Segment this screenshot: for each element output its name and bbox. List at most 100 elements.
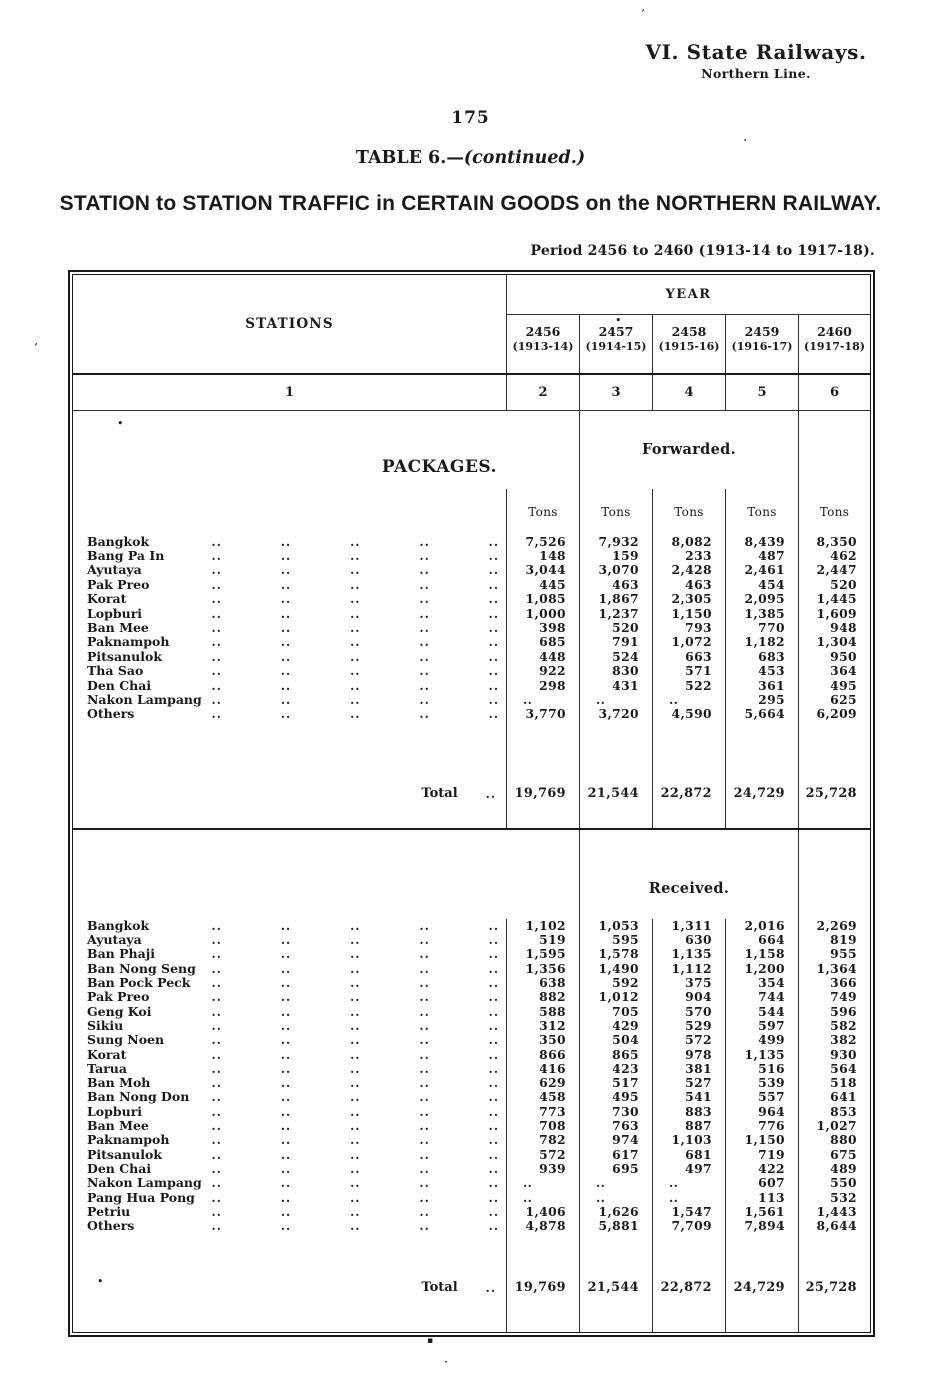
traffic-value: 830	[580, 663, 653, 679]
received-total-row: Total.. 19,769 21,544 22,872 24,729 25,728	[73, 1243, 870, 1332]
dot-leader: ..	[350, 592, 361, 607]
total-label: Total..	[73, 1243, 507, 1332]
traffic-value: 2,447	[816, 562, 857, 578]
forwarded-total-row: Total.. 19,769 21,544 22,872 24,729 25,728	[73, 759, 870, 831]
traffic-value: 793	[653, 620, 726, 636]
dot-leader: ..	[350, 678, 361, 693]
dot-leader: ..	[488, 1090, 500, 1105]
dot-leader: ..	[211, 1090, 222, 1105]
traffic-value: 159	[580, 548, 653, 564]
traffic-value: 1,103	[653, 1132, 726, 1148]
traffic-value: 7,526	[507, 534, 580, 550]
dot-leader: ..	[350, 1033, 361, 1048]
column-number: 4	[653, 375, 726, 410]
traffic-value: 3,770	[507, 706, 580, 722]
traffic-value: 431	[580, 678, 653, 693]
dot-leader: ..	[488, 534, 500, 549]
traffic-value: 776	[726, 1118, 799, 1134]
traffic-value: 638	[507, 975, 580, 991]
traffic-value: 607	[726, 1175, 799, 1191]
traffic-value: 978	[653, 1047, 726, 1062]
traffic-value: 770	[726, 620, 799, 636]
traffic-value: 8,350	[816, 533, 857, 549]
dot-leader: ..	[211, 549, 222, 564]
traffic-value: 1,609	[816, 605, 857, 621]
dot-leader: ..	[350, 1018, 361, 1033]
tons-label: Tons	[819, 504, 850, 519]
traffic-value: 1,547	[653, 1204, 726, 1220]
scan-speck: ▪	[427, 1336, 434, 1346]
year-column-header: 2460 (1917-18)	[804, 324, 865, 353]
traffic-value: 454	[726, 577, 799, 593]
traffic-value: 950	[830, 648, 857, 664]
dot-leader: ..	[211, 649, 222, 664]
tons-label: Tons	[507, 488, 580, 535]
dot-leader: ..	[211, 534, 222, 549]
spacer-cell	[653, 1233, 726, 1244]
dot-leader: ..	[419, 577, 430, 592]
dot-leader: ..	[419, 649, 430, 664]
traffic-value: 1,595	[507, 947, 580, 962]
traffic-value: 8,082	[653, 534, 726, 550]
year-column-header: 2459 (1916-17)	[726, 315, 799, 373]
period-line: Period 2456 to 2460 (1913-14 to 1917-18)…	[530, 243, 875, 259]
dot-leader: ..	[350, 707, 361, 722]
dot-leader: ..	[280, 1076, 292, 1091]
dot-leader: ..	[488, 707, 500, 722]
traffic-value: 557	[726, 1090, 799, 1105]
dot-leader: ..	[419, 1004, 430, 1019]
station-name: Sikiu..........	[73, 1018, 507, 1034]
dot-leader: ..	[211, 918, 222, 933]
dot-leader: ..	[350, 1176, 361, 1191]
station-name: Ban Nong Don..........	[73, 1090, 507, 1105]
dot-leader: ..	[280, 621, 292, 636]
traffic-value: 773	[507, 1104, 580, 1120]
dot-leader: ..	[419, 1204, 430, 1219]
traffic-value: 1,158	[726, 947, 799, 962]
traffic-value: 366	[830, 975, 857, 991]
dot-leader: ..	[350, 1147, 361, 1162]
dot-leader: ..	[419, 1161, 430, 1176]
dot-leader: ..	[488, 1204, 500, 1219]
traffic-value: 5,881	[580, 1218, 653, 1234]
dot-leader: ..	[488, 649, 500, 664]
station-name: Nakon Lampang..........	[73, 692, 507, 708]
traffic-value: 596	[830, 1003, 857, 1019]
traffic-value: 429	[580, 1018, 653, 1034]
station-name: Pitsanulok..........	[73, 649, 507, 665]
traffic-value: 364	[830, 663, 857, 679]
dot-leader: ..	[419, 1190, 430, 1205]
traffic-value: ..	[507, 1175, 580, 1191]
dot-leader: ..	[419, 947, 430, 962]
spacer-cell	[73, 1233, 507, 1244]
year-header: YEAR	[507, 275, 870, 315]
dot-leader: ..	[280, 1133, 292, 1148]
traffic-value: 2,428	[653, 563, 726, 578]
traffic-value: 1,364	[816, 960, 857, 976]
received-rows: Bangkok.......... 1,102 1,053 1,311 2,016 2,2…	[73, 918, 870, 1244]
received-band: Received.	[73, 830, 870, 919]
traffic-value: 1,626	[580, 1204, 653, 1220]
traffic-value: 685	[507, 635, 580, 650]
dot-leader: ..	[350, 1133, 361, 1148]
dot-leader: ..	[211, 563, 222, 578]
traffic-value: 529	[653, 1018, 726, 1034]
traffic-value: 375	[653, 975, 726, 991]
dot-leader: ..	[280, 606, 292, 621]
traffic-value: 592	[580, 975, 653, 991]
traffic-value: 1,150	[653, 606, 726, 622]
year-header-group: YEAR 2456 (1913-14) 2457 (1914-15) 2458 (1915…	[507, 275, 870, 373]
dot-leader: ..	[350, 990, 361, 1005]
station-name: Ban Mee..........	[73, 1118, 507, 1134]
dot-leader: ..	[419, 1104, 430, 1119]
traffic-value: 617	[580, 1147, 653, 1162]
dot-leader: ..	[488, 1176, 500, 1191]
tons-label: Tons	[653, 488, 726, 535]
traffic-value: 853	[830, 1103, 857, 1119]
traffic-value: 487	[726, 548, 799, 564]
dot-leader: ..	[419, 692, 430, 707]
dot-leader: ..	[350, 1119, 361, 1134]
dot-leader: ..	[350, 1219, 361, 1234]
dot-leader: ..	[419, 990, 430, 1005]
